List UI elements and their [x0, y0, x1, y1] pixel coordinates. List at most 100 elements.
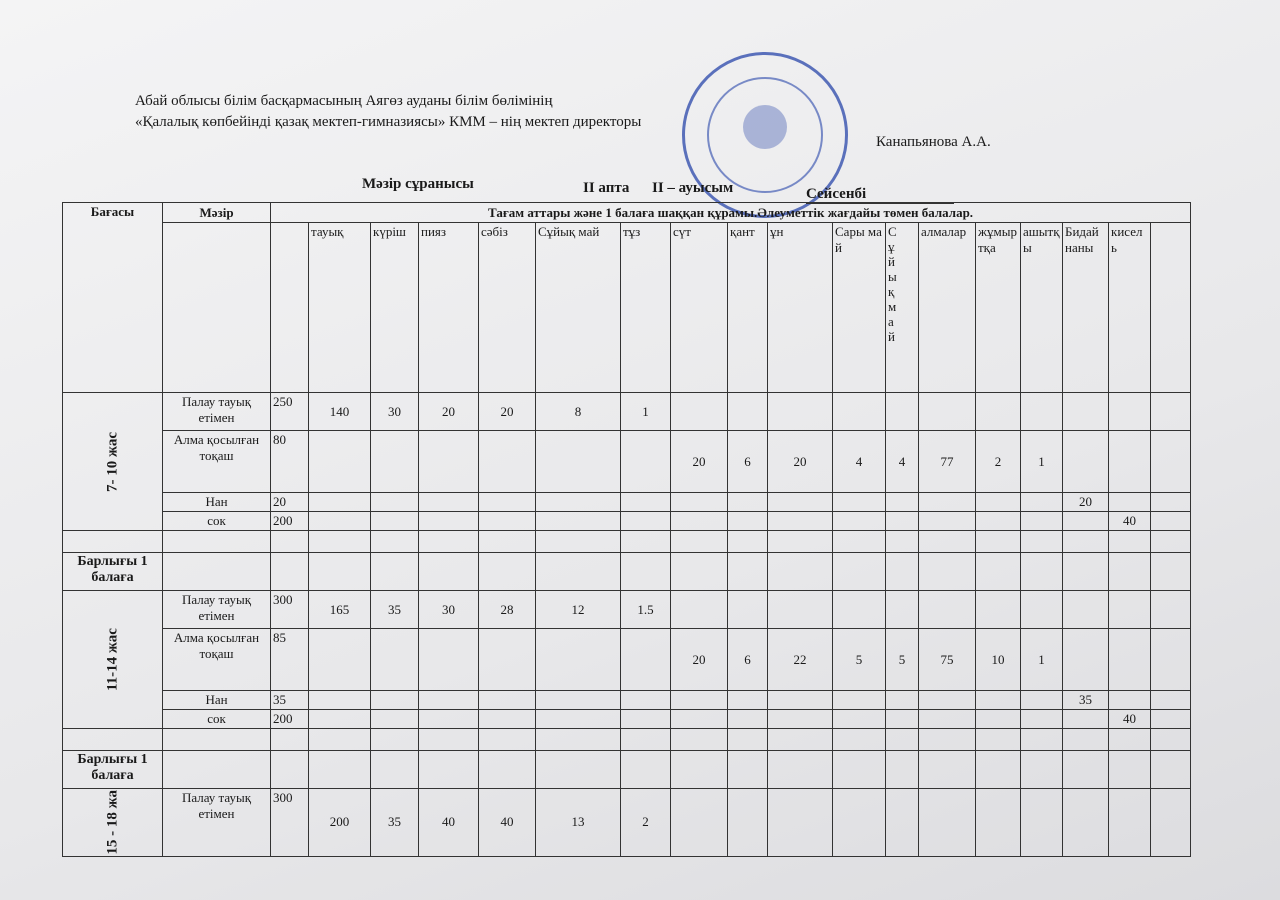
cell — [670, 750, 728, 789]
cell — [418, 750, 479, 789]
amount: 5 — [832, 628, 886, 691]
table-row: Барлығы 1 балаға — [62, 750, 1192, 789]
amount: 35 — [1062, 690, 1109, 710]
age-group: 7- 10 жас — [62, 392, 163, 531]
cell — [270, 750, 309, 789]
cell — [620, 430, 671, 493]
cell — [308, 628, 371, 691]
table-row — [62, 530, 1192, 553]
portion: 250 — [270, 392, 309, 431]
amount: 20 — [670, 430, 728, 493]
cell — [727, 492, 768, 512]
table-row: 15 - 18 жа Палау тауық етімен 300 200 35 40 40… — [62, 788, 1192, 857]
cell — [535, 430, 621, 493]
portion: 80 — [270, 430, 309, 493]
portion: 20 — [270, 492, 309, 512]
cell — [727, 728, 768, 751]
ingredient-header: Сұйық май — [535, 222, 621, 393]
amount: 1.5 — [620, 590, 671, 629]
cell — [370, 492, 419, 512]
cell — [767, 709, 833, 729]
amount: 13 — [535, 788, 621, 857]
cell — [670, 788, 728, 857]
table-row: сок 200 40 — [63, 511, 1192, 531]
cell — [370, 709, 419, 729]
amount: 6 — [727, 628, 768, 691]
cell — [1062, 511, 1109, 531]
amount: 35 — [370, 590, 419, 629]
dish-name: Нан — [162, 492, 271, 512]
amount: 200 — [308, 788, 371, 857]
cell — [370, 690, 419, 710]
cell — [418, 530, 479, 553]
cell — [885, 392, 919, 431]
amount: 30 — [418, 590, 479, 629]
cell — [535, 628, 621, 691]
amount: 40 — [478, 788, 536, 857]
cell — [832, 690, 886, 710]
cell — [308, 728, 371, 751]
cell — [1149, 690, 1192, 710]
amount: 1 — [1020, 430, 1063, 493]
amount: 12 — [535, 590, 621, 629]
cell — [418, 728, 479, 751]
amount: 20 — [767, 430, 833, 493]
amount: 40 — [1108, 511, 1151, 531]
cell — [620, 492, 671, 512]
dish-name: Палау тауық етімен — [162, 392, 271, 431]
cell — [832, 788, 886, 857]
cell — [1108, 750, 1151, 789]
cell — [478, 628, 536, 691]
cell — [975, 590, 1021, 629]
cell — [1149, 628, 1192, 691]
signer: Канапьянова А.А. — [876, 134, 991, 150]
portion: 35 — [270, 690, 309, 710]
cell — [670, 552, 728, 591]
cell — [975, 492, 1021, 512]
amount: 10 — [975, 628, 1021, 691]
cell — [370, 728, 419, 751]
cell — [535, 750, 621, 789]
column-header: Мәзір — [162, 202, 271, 223]
total-label: Барлығы 1 балаға — [62, 750, 163, 789]
cell — [308, 750, 371, 789]
cell — [478, 492, 536, 512]
cell — [620, 728, 671, 751]
cell — [767, 590, 833, 629]
cell — [670, 492, 728, 512]
cell — [727, 530, 768, 553]
cell — [975, 690, 1021, 710]
amount: 40 — [1108, 709, 1151, 729]
cell — [1149, 222, 1192, 393]
cell — [1062, 728, 1109, 751]
cell — [767, 750, 833, 789]
portion: 300 — [270, 590, 309, 629]
cell — [535, 709, 621, 729]
dish-name: сок — [162, 511, 271, 531]
menu-table: Бағасы Мәзір Тағам аттары және 1 балаға ша… — [62, 202, 1192, 857]
cell — [418, 430, 479, 493]
cell — [418, 690, 479, 710]
amount: 140 — [308, 392, 371, 431]
cell — [478, 750, 536, 789]
table-row: Бағасы Мәзір Тағам аттары және 1 балаға ша… — [62, 202, 1192, 393]
cell — [918, 788, 976, 857]
amount: 22 — [767, 628, 833, 691]
dish-name: Нан — [162, 690, 271, 710]
cell — [975, 709, 1021, 729]
amount: 20 — [478, 392, 536, 431]
cell — [832, 590, 886, 629]
cell — [162, 728, 271, 751]
cell — [1062, 788, 1109, 857]
cell — [308, 530, 371, 553]
cell — [1149, 750, 1192, 789]
ingredient-header: Сұйық май — [885, 222, 919, 393]
cell — [1062, 590, 1109, 629]
cell — [162, 750, 271, 789]
amount: 4 — [832, 430, 886, 493]
table-row: Алма қосылған тоқаш 80 20 6 20 4 4 77 2 1 — [63, 430, 1192, 493]
table-row: сок 200 40 — [63, 709, 1192, 729]
cell — [308, 511, 371, 531]
ingredient-header: сәбіз — [478, 222, 536, 393]
cell — [418, 552, 479, 591]
